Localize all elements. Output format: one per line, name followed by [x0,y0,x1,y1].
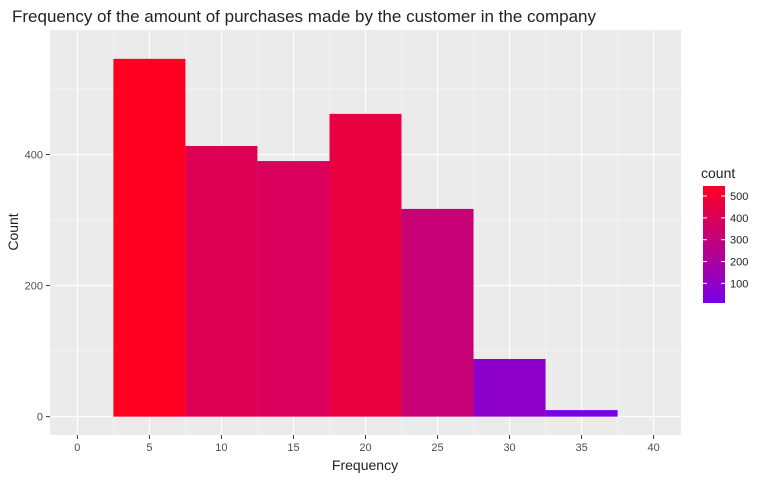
chart-title: Frequency of the amount of purchases mad… [12,7,596,26]
histogram-bar [257,161,330,417]
y-tick-label: 0 [37,412,43,424]
x-tick-label: 15 [287,442,299,454]
histogram-bar [329,113,402,417]
legend-ticks: 100 200 300 400 500 [703,191,748,290]
x-tick-label: 5 [146,442,152,454]
legend-tick-label: 100 [730,278,748,290]
x-axis: 0 5 10 15 20 25 30 35 40 [74,435,660,454]
histogram-bar [401,208,474,417]
histogram-bar [545,410,618,417]
x-tick-label: 30 [503,442,515,454]
x-tick-label: 10 [215,442,227,454]
legend-tick-label: 200 [730,257,748,269]
y-axis: 0 200 400 [25,150,50,424]
bars [113,58,618,417]
x-tick-label: 25 [431,442,443,454]
legend-title: count [701,165,735,181]
x-tick-label: 20 [359,442,371,454]
legend-tick-label: 300 [730,235,748,247]
histogram-bar [113,58,186,417]
y-tick-label: 400 [25,150,43,162]
plot-area [50,30,681,435]
histogram-bar [185,145,258,417]
color-legend: count 100 200 300 400 500 [701,165,748,303]
x-tick-label: 40 [648,442,660,454]
y-axis-title: Count [5,213,21,250]
histogram-bar [473,358,546,417]
legend-colorbar [703,186,725,303]
x-tick-label: 35 [575,442,587,454]
x-tick-label: 0 [74,442,80,454]
x-axis-title: Frequency [332,457,398,473]
legend-tick-label: 500 [730,191,748,203]
y-tick-label: 200 [25,281,43,293]
legend-tick-label: 400 [730,213,748,225]
